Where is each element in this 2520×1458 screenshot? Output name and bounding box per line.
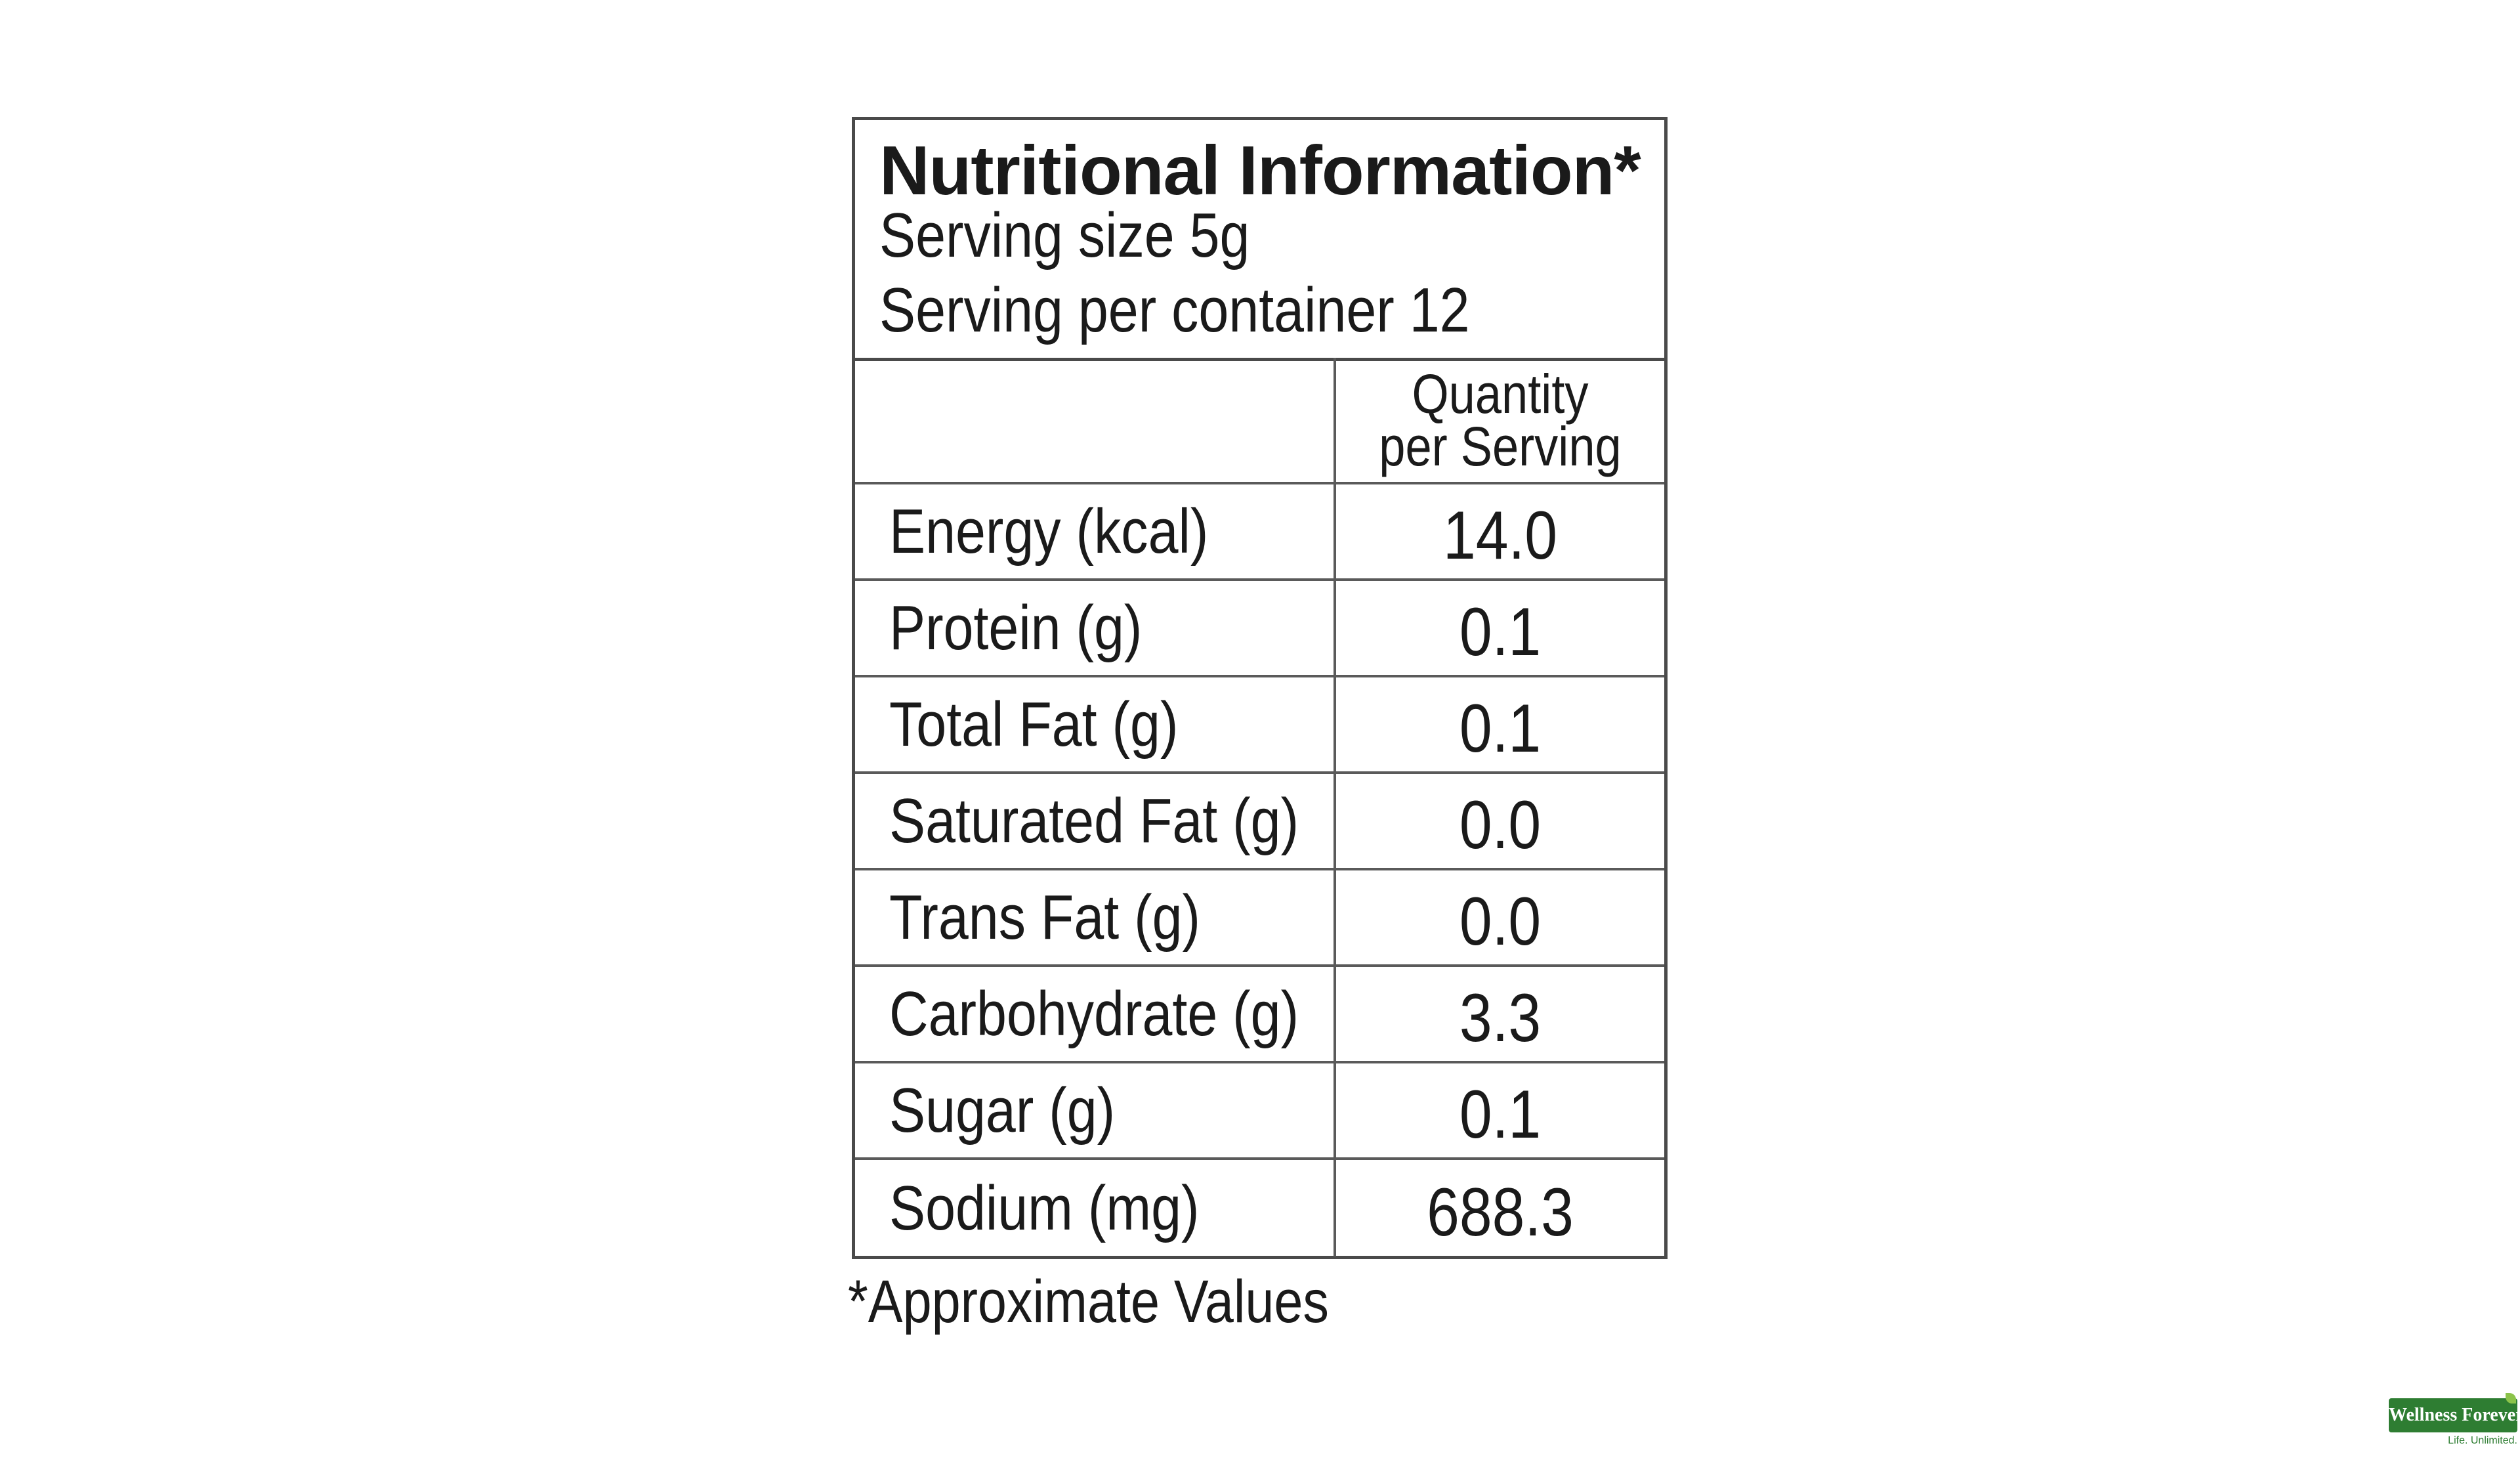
- row-value: 14.0: [1442, 497, 1558, 574]
- table-row: Saturated Fat (g) 0.0: [855, 774, 1664, 870]
- row-value: 3.3: [1459, 979, 1542, 1056]
- row-label: Carbohydrate (g): [889, 978, 1299, 1049]
- nutrition-panel: Nutritional Information* Serving size 5g…: [852, 117, 1668, 1259]
- empty-header-cell: [855, 358, 1336, 482]
- row-value: 0.0: [1459, 786, 1542, 863]
- table-row: Protein (g) 0.1: [855, 581, 1664, 677]
- serving-per-container: Serving per container 12: [879, 275, 1470, 345]
- row-label: Trans Fat (g): [889, 882, 1201, 953]
- quantity-header-line2: per Serving: [1379, 415, 1622, 477]
- table-row: Energy (kcal) 14.0: [855, 484, 1664, 581]
- row-label: Sodium (mg): [889, 1172, 1200, 1243]
- serving-size: Serving size 5g: [879, 200, 1250, 270]
- leaf-icon: [2506, 1393, 2516, 1404]
- brand-logo: Wellness Forever Life. Unlimited.: [2389, 1393, 2520, 1455]
- logo-tagline: Life. Unlimited.: [2448, 1435, 2517, 1446]
- row-label: Total Fat (g): [889, 689, 1179, 760]
- row-value: 0.1: [1459, 1076, 1542, 1153]
- row-value: 688.3: [1427, 1174, 1574, 1251]
- row-label: Saturated Fat (g): [889, 785, 1299, 856]
- table-row: Carbohydrate (g) 3.3: [855, 967, 1664, 1063]
- row-label: Energy (kcal): [889, 496, 1209, 567]
- row-value: 0.1: [1459, 593, 1542, 670]
- nutrition-header: Nutritional Information* Serving size 5g…: [855, 120, 1664, 361]
- row-value: 0.0: [1459, 883, 1542, 960]
- logo-wordmark: Wellness Forever: [2389, 1398, 2520, 1432]
- row-value: 0.1: [1459, 690, 1542, 767]
- quantity-header-cell: Quantity per Serving: [1336, 358, 1664, 482]
- row-label: Protein (g): [889, 592, 1143, 663]
- table-row: Sodium (mg) 688.3: [855, 1160, 1664, 1256]
- table-header-row: Quantity per Serving: [855, 358, 1664, 484]
- nutrition-table: Quantity per Serving Energy (kcal) 14.0 …: [855, 358, 1664, 1256]
- quantity-header-line1: Quantity: [1412, 363, 1589, 425]
- panel-title: Nutritional Information*: [879, 132, 1641, 209]
- footnote: *Approximate Values: [848, 1268, 1329, 1335]
- table-row: Trans Fat (g) 0.0: [855, 870, 1664, 967]
- row-label: Sugar (g): [889, 1075, 1116, 1146]
- table-row: Sugar (g) 0.1: [855, 1063, 1664, 1160]
- table-row: Total Fat (g) 0.1: [855, 677, 1664, 774]
